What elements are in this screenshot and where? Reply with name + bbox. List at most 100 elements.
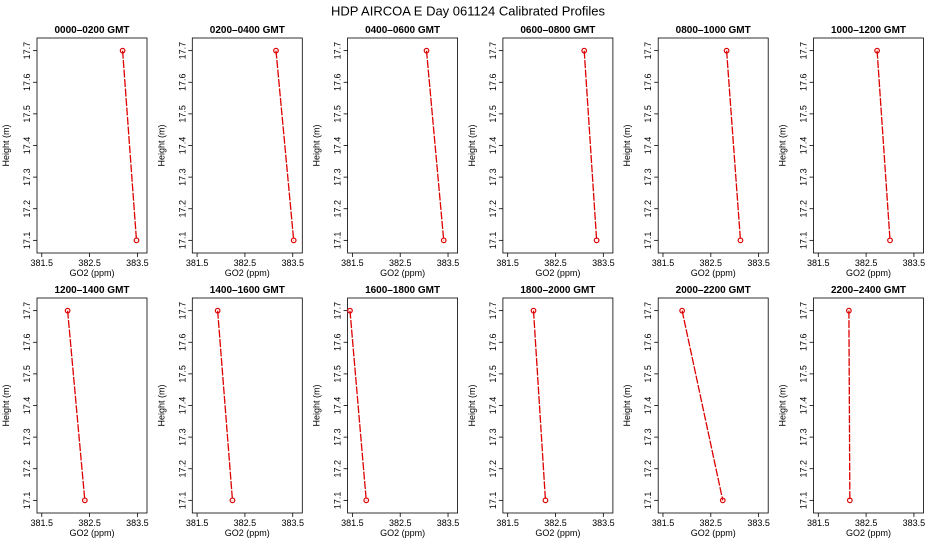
data-point [440,237,447,244]
plot-frame [813,37,924,254]
data-point [845,307,852,314]
y-tick-label: 17.5 [643,105,653,123]
y-tick-label: 17.2 [799,200,809,218]
x-axis-label: GO2 (ppm) [535,528,580,538]
panel-title: 1200–1400 GMT [54,285,129,296]
x-tick-label: 382.5 [700,258,723,268]
y-tick-label: 17.7 [22,42,32,60]
x-tick-label: 381.5 [186,258,209,268]
x-tick-label: 383.5 [437,258,460,268]
x-tick-label: 382.5 [234,518,257,528]
profile-line [725,50,742,241]
y-tick-label: 17.3 [22,428,32,446]
x-tick-label: 383.5 [281,518,304,528]
x-tick-label: 382.5 [700,518,723,528]
panel-title: 0400–0600 GMT [365,25,440,36]
y-axis-label: Height (m) [156,124,166,166]
profile-line [583,50,598,241]
panel-title: 0200–0400 GMT [210,25,285,36]
data-point [737,237,744,244]
panel-title: 0800–1000 GMT [676,25,751,36]
x-tick-label: 383.5 [592,258,615,268]
data-point [347,307,353,314]
x-tick-label: 382.5 [544,258,567,268]
profile-line [681,310,724,501]
y-tick-label: 17.6 [333,73,343,91]
y-tick-label: 17.3 [488,168,498,186]
y-axis-label: Height (m) [156,384,166,426]
main-title: HDP AIRCOA E Day 061124 Calibrated Profi… [331,3,606,18]
y-tick-label: 17.3 [333,168,343,186]
data-point [530,307,537,314]
y-tick-label: 17.6 [799,73,809,91]
data-point [363,497,370,504]
x-axis-label: GO2 (ppm) [380,528,425,538]
y-tick-label: 17.7 [799,42,809,60]
profile-line [425,50,445,241]
data-point [581,47,588,54]
x-tick-label: 381.5 [807,518,830,528]
data-point [119,47,126,54]
y-tick-label: 17.1 [22,232,32,250]
data-point [133,237,140,244]
x-tick-label: 382.5 [78,518,101,528]
panel-title: 1000–1200 GMT [831,25,906,36]
plot-frame [657,297,769,514]
y-tick-label: 17.7 [22,302,32,320]
x-tick-label: 381.5 [496,258,519,268]
panel-title: 0000–0200 GMT [54,25,129,36]
y-tick-label: 17.2 [488,200,498,218]
plot-frame [191,37,303,254]
x-axis-label: GO2 (ppm) [846,528,891,538]
profile-line [275,50,295,241]
plot-frame [813,297,924,514]
x-tick-label: 383.5 [747,258,770,268]
profile-line [848,310,851,501]
y-axis-label: Height (m) [312,124,322,166]
y-tick-label: 17.6 [333,333,343,351]
y-tick-label: 17.4 [488,397,498,415]
x-tick-label: 381.5 [31,518,54,528]
y-tick-label: 17.2 [333,200,343,218]
x-tick-label: 381.5 [341,518,364,528]
y-tick-label: 17.7 [643,302,653,320]
y-tick-label: 17.4 [333,137,343,155]
y-tick-label: 17.4 [177,137,187,155]
y-tick-label: 17.1 [177,232,187,250]
data-point [64,307,71,314]
y-tick-label: 17.7 [488,42,498,60]
y-tick-label: 17.3 [333,428,343,446]
plot-frame [502,37,614,254]
y-tick-label: 17.3 [177,168,187,186]
y-tick-label: 17.6 [799,333,809,351]
x-axis-label: GO2 (ppm) [691,528,736,538]
y-axis-label: Height (m) [1,384,11,426]
y-tick-label: 17.4 [643,397,653,415]
y-tick-label: 17.7 [643,42,653,60]
y-tick-label: 17.5 [799,105,809,123]
y-tick-label: 17.3 [177,428,187,446]
panel-title: 1600–1800 GMT [365,285,440,296]
profile-line [121,50,138,241]
y-tick-label: 17.4 [799,397,809,415]
x-axis-label: GO2 (ppm) [225,268,270,278]
y-tick-label: 17.5 [333,365,343,383]
y-tick-label: 17.5 [643,365,653,383]
y-tick-label: 17.4 [177,397,187,415]
data-point [719,497,726,504]
y-tick-label: 17.3 [643,168,653,186]
y-tick-label: 17.4 [333,397,343,415]
x-tick-label: 383.5 [903,518,926,528]
x-tick-label: 381.5 [807,258,830,268]
x-axis-label: GO2 (ppm) [691,268,736,278]
y-tick-label: 17.1 [643,492,653,510]
y-tick-label: 17.5 [22,365,32,383]
y-axis-label: Height (m) [467,124,477,166]
y-tick-label: 17.5 [488,365,498,383]
data-point [887,237,893,244]
y-tick-label: 17.6 [22,333,32,351]
data-point [214,307,221,314]
x-tick-label: 381.5 [652,258,675,268]
y-tick-label: 17.5 [799,365,809,383]
data-point [874,47,881,54]
